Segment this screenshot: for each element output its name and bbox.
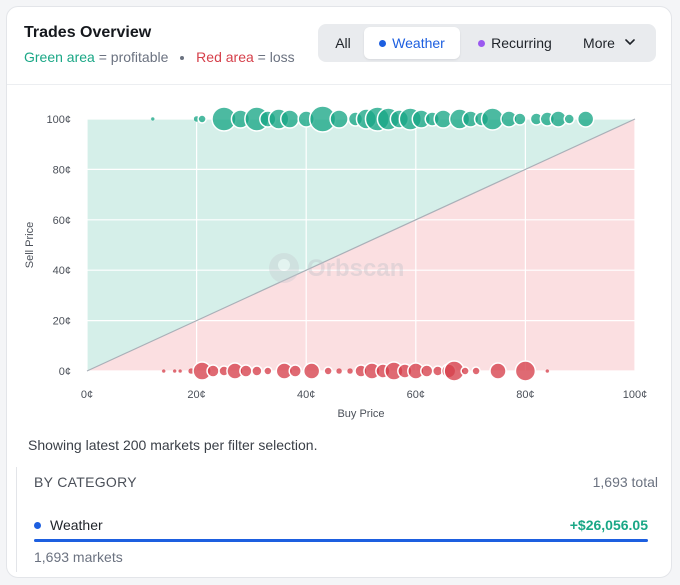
loss-trade-point: [460, 366, 470, 376]
separator-dot: [180, 56, 185, 61]
loss-trade-point: [177, 368, 183, 374]
y-tick-label: 80¢: [53, 164, 71, 176]
filter-more-button[interactable]: More: [566, 27, 652, 59]
y-tick-label: 60¢: [53, 215, 71, 227]
profit-trade-point: [576, 110, 595, 128]
x-tick-label: 100¢: [623, 389, 647, 401]
loss-trade-point: [514, 360, 537, 382]
category-heading: BY CATEGORY: [34, 474, 137, 490]
x-axis-label: Buy Price: [337, 408, 384, 420]
watermark-text: Orbscan: [307, 255, 404, 282]
profit-trade-point: [280, 109, 300, 129]
loss-trade-point: [172, 368, 177, 374]
weather-category-dot-icon: [34, 522, 41, 529]
breakeven-diagonal-line: [86, 118, 636, 372]
y-tick-label: 40¢: [53, 265, 71, 277]
legend-green-desc: = profitable: [98, 49, 169, 65]
profit-trade-point: [563, 113, 575, 125]
loss-trade-point: [206, 364, 220, 378]
legend-red-label: Red area: [196, 49, 254, 65]
x-tick-label: 60¢: [407, 389, 425, 401]
category-row-amount: +$26,056.05: [569, 517, 648, 533]
filter-all-label: All: [335, 35, 351, 51]
x-tick-label: 20¢: [187, 389, 205, 401]
loss-trade-point: [489, 362, 507, 380]
loss-trade-point: [335, 367, 343, 375]
loss-trade-point: [239, 364, 253, 378]
category-row-count: 1,693 markets: [34, 549, 123, 565]
profit-trade-point: [150, 116, 156, 122]
filter-recurring-button[interactable]: Recurring: [464, 27, 566, 59]
weather-dot-icon: [379, 39, 387, 47]
recurring-dot-icon: [478, 39, 486, 47]
orbscan-logo-icon: [269, 253, 299, 283]
x-tick-label: 80¢: [516, 389, 534, 401]
loss-trade-point: [471, 366, 481, 376]
category-progress-bar: [34, 539, 648, 542]
area-legend: Green area = profitable Red area = loss: [24, 49, 295, 65]
y-tick-label: 0¢: [59, 366, 71, 378]
profit-trade-point: [513, 112, 527, 126]
loss-trade-point: [545, 368, 550, 374]
x-tick-label: 40¢: [297, 389, 315, 401]
orbscan-logo-inner: [278, 259, 290, 271]
loss-trade-point: [346, 367, 354, 375]
card-header: Trades Overview Green area = profitable …: [7, 7, 671, 85]
loss-trade-point: [263, 366, 273, 376]
x-tick-label: 0¢: [81, 389, 93, 401]
category-row-name[interactable]: Weather: [50, 517, 103, 533]
loss-trade-point: [420, 364, 434, 378]
scatter-plot-svg: Orbscan 0¢ 20¢ 40¢ 60¢ 80¢ 100¢ 0¢ 20¢ 40¢ 60¢ 80¢ 1…: [24, 105, 647, 420]
loss-trade-point: [302, 362, 321, 380]
category-filter-group: All Weather Recurring More: [318, 24, 656, 62]
profit-trade-point: [329, 109, 349, 129]
chevron-down-icon: [625, 37, 635, 49]
loss-trade-point: [288, 364, 302, 378]
loss-trade-point: [251, 365, 263, 377]
y-axis-label: Sell Price: [24, 222, 36, 268]
by-category-section: BY CATEGORY 1,693 total Weather +$26,056…: [16, 467, 664, 572]
category-total: 1,693 total: [592, 474, 658, 490]
filter-weather-label: Weather: [392, 35, 445, 51]
filter-more-label: More: [583, 35, 615, 51]
profit-trade-point: [197, 114, 207, 124]
markets-note: Showing latest 200 markets per filter se…: [28, 437, 318, 453]
trades-scatter-chart: Orbscan 0¢ 20¢ 40¢ 60¢ 80¢ 100¢ 0¢ 20¢ 40¢ 60¢ 80¢ 1…: [7, 85, 671, 423]
card-title: Trades Overview: [24, 24, 152, 41]
loss-trade-point: [323, 366, 333, 376]
orbscan-watermark: Orbscan: [269, 253, 404, 283]
filter-weather-button[interactable]: Weather: [364, 27, 460, 59]
y-tick-label: 20¢: [53, 316, 71, 328]
loss-trade-point: [161, 368, 166, 374]
y-tick-label: 100¢: [47, 114, 71, 126]
filter-all-button[interactable]: All: [322, 27, 364, 59]
legend-green-label: Green area: [24, 49, 95, 65]
legend-red-desc: = loss: [257, 49, 295, 65]
trades-overview-card: Trades Overview Green area = profitable …: [6, 6, 672, 578]
filter-recurring-label: Recurring: [491, 35, 552, 51]
